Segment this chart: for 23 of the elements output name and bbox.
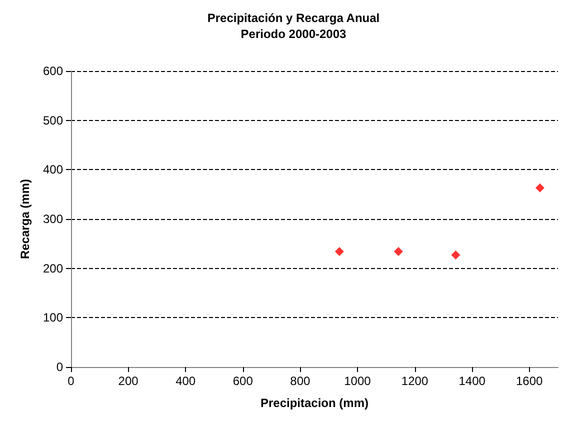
y-axis-title: Recarga (mm) [18, 178, 32, 260]
x-tick-label: 800 [290, 374, 311, 388]
y-tick-label: 600 [42, 64, 64, 78]
y-tick-label: 400 [42, 162, 64, 177]
x-tick-label: 200 [118, 374, 139, 388]
point [535, 183, 544, 192]
x-tick-label: 0 [68, 374, 75, 388]
point [451, 250, 460, 260]
x-axis-title: Precipitacion (mm) [260, 396, 369, 410]
y-tick-label: 200 [42, 261, 64, 276]
x-tick-label: 1400 [458, 374, 486, 388]
x-tick-label: 600 [232, 374, 254, 388]
point [394, 247, 403, 256]
x-tick-label: 1200 [401, 374, 428, 388]
y-tick-label: 100 [42, 310, 64, 325]
y-tick-label: 300 [42, 212, 64, 226]
y-tick-label: 500 [42, 113, 64, 128]
y-tick-label: 0 [56, 360, 64, 374]
chart-title: Precipitación y Recarga Anual Periodo 2000-2003 [207, 11, 380, 41]
point [334, 247, 344, 256]
x-tick-label: 400 [176, 374, 196, 388]
x-tick-label: 1600 [516, 374, 544, 388]
x-tick-label: 1000 [344, 374, 372, 388]
